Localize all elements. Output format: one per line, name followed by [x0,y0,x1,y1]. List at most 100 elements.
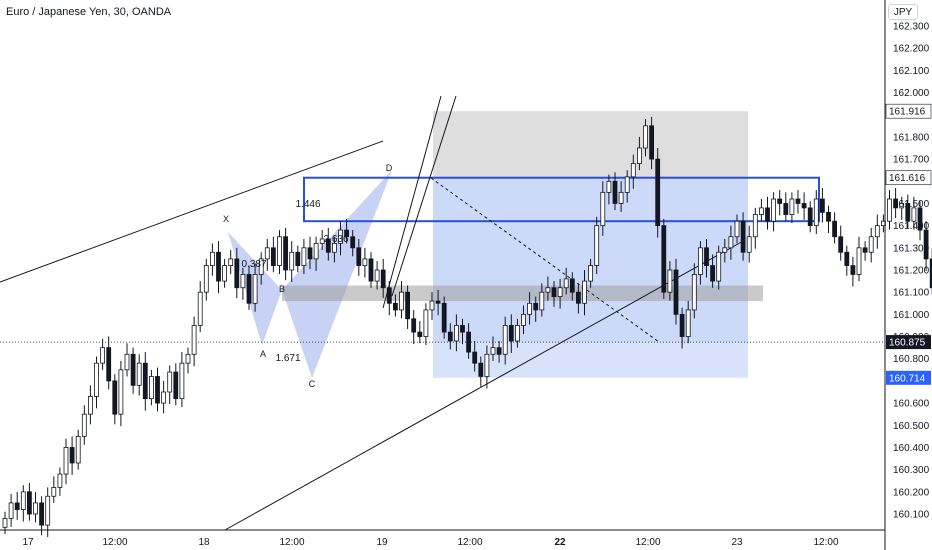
candle-down [649,125,654,160]
candle [508,314,514,353]
candle [667,261,673,301]
candle-up [728,236,734,249]
currency-label[interactable]: JPY [888,4,918,20]
candle-up [264,247,270,260]
candle-down [893,198,898,209]
candle [716,245,722,290]
candle-down [862,247,868,253]
candle [807,201,813,233]
candle-down [612,180,618,204]
candle-up [813,198,819,227]
harmonic-point-x: X [223,214,229,224]
resistance-box [303,176,820,223]
candle-down [130,353,136,386]
harmonic-ratio-label: 0.387 [241,259,266,270]
candle-down [344,229,350,238]
candle [191,316,197,367]
candle [752,207,758,249]
candle [704,238,709,278]
candle [392,294,398,317]
candle [777,190,783,216]
candle [185,347,191,374]
candle [179,352,185,408]
candle-down [801,203,807,209]
x-tick-label: 12:00 [279,537,304,548]
candle-down [508,325,514,342]
candle-up [698,247,703,275]
candle [527,292,532,325]
candle [618,181,624,212]
candle [588,258,593,288]
candle [740,212,746,261]
harmonic-point-b: B [279,284,285,294]
candle [20,485,26,522]
candle [81,405,87,445]
candle [124,343,130,377]
price-label-box [885,103,932,119]
candle [856,236,862,282]
y-tick-label: 160.500 [893,421,930,432]
candle [453,314,459,352]
candle [51,476,57,503]
candle-up [630,163,636,178]
candle [331,236,337,263]
candle [746,225,752,263]
candle [33,491,38,523]
candle-down [569,278,575,293]
candle-up [228,258,234,266]
candle-down [679,313,685,337]
candle [521,305,526,334]
candle [441,296,447,339]
y-tick-label: 161.100 [893,288,930,299]
candle-up [722,247,728,253]
candle-down [142,362,148,400]
y-tick-label: 161.200 [893,266,930,277]
candle [130,347,136,394]
y-tick-label: 161.300 [893,243,930,254]
candle [502,316,508,365]
candle-up [8,502,14,519]
candle-down [14,502,20,510]
candle [173,363,179,406]
candle-up [582,280,587,304]
candle [338,221,343,256]
candle [8,494,14,527]
candle-down [655,158,661,227]
candle-down [917,207,923,231]
candle-down [807,207,813,227]
candle-up [136,362,142,386]
candle [600,181,606,236]
candle [606,174,612,205]
candle [710,254,715,288]
candle-down [234,258,240,289]
candle [661,218,667,299]
candle [734,214,740,244]
candle [533,296,539,322]
candle-up [691,274,697,311]
candle-up [527,302,532,315]
candle-up [63,447,69,475]
candle [39,496,44,536]
candle-down [466,331,472,353]
candle-down [417,331,423,337]
candle-down [368,258,374,282]
upper-channel-line [0,140,384,283]
candle [2,511,8,534]
candle-up [33,502,38,515]
candle-down [478,362,484,377]
candle [655,148,661,238]
candle [14,491,20,520]
candle [630,154,636,189]
candle [197,281,203,333]
candle [203,258,209,301]
candle [496,340,502,363]
candle-up [197,291,203,326]
candle-down [826,211,831,222]
candle [771,192,776,232]
y-tick-label: 160.800 [893,354,930,365]
candle-down [69,447,75,464]
candle [325,227,331,261]
candle [57,467,63,496]
harmonic-point-a: A [260,349,266,359]
